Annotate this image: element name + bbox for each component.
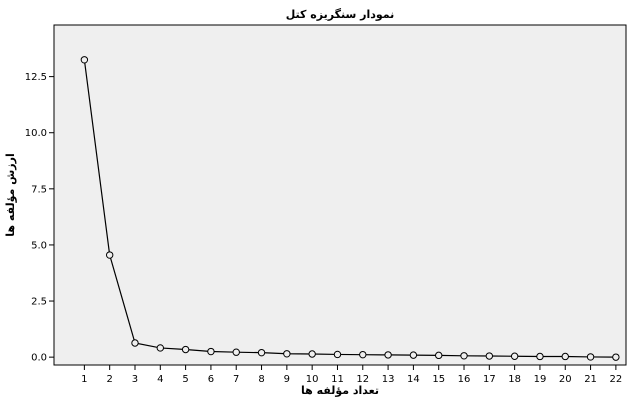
y-tick-label: 10.0 <box>25 128 47 139</box>
x-tick-label: 5 <box>182 374 188 385</box>
y-tick-label: 5.0 <box>31 240 47 251</box>
series-line <box>83 59 616 358</box>
x-tick-label: 7 <box>233 374 239 385</box>
x-tick-label: 4 <box>157 374 163 385</box>
data-point <box>131 339 139 347</box>
data-point <box>308 350 316 358</box>
x-axis: 1 2 3 4 5 6 7 8 9 10 11 12 13 14 15 16 17 18 19 20 21 22 <box>81 365 622 385</box>
data-point <box>181 345 190 354</box>
data-point <box>485 352 494 360</box>
x-tick-label: 13 <box>382 374 395 385</box>
data-point <box>80 56 89 64</box>
x-tick-label: 18 <box>508 374 521 385</box>
data-point <box>232 348 240 356</box>
data-point <box>207 347 215 356</box>
y-tick-label: 12.5 <box>25 72 47 83</box>
x-tick-label: 12 <box>356 374 369 385</box>
data-point <box>359 350 367 359</box>
x-tick-label: 20 <box>559 374 572 385</box>
x-tick-label: 3 <box>132 374 138 385</box>
x-axis-title: تعداد مؤلفه ها <box>301 384 379 397</box>
data-point <box>257 348 266 357</box>
data-point <box>156 344 165 352</box>
data-point <box>384 351 392 359</box>
y-axis-title: ارزش مؤلفه ها <box>4 153 17 236</box>
x-tick-label: 22 <box>610 374 623 385</box>
data-point <box>333 350 342 359</box>
x-tick-label: 6 <box>208 374 214 385</box>
x-tick-label: 16 <box>458 374 471 385</box>
plot-area <box>53 24 627 366</box>
x-tick-label: 21 <box>584 374 597 385</box>
x-tick-label: 10 <box>306 374 319 385</box>
x-tick-label: 15 <box>432 374 445 385</box>
chart-title: نمودار سنگریزه کتل <box>286 8 395 21</box>
x-tick-label: 2 <box>106 374 112 385</box>
y-axis: 0.0 2.5 5.0 7.5 10.0 12.5 <box>25 72 54 364</box>
x-tick-label: 1 <box>81 374 87 385</box>
x-tick-label: 14 <box>407 374 420 385</box>
data-point <box>105 251 114 259</box>
data-point <box>561 352 569 361</box>
data-point <box>586 353 595 361</box>
data-point <box>283 350 291 358</box>
y-tick-label: 2.5 <box>31 297 47 308</box>
data-point <box>536 352 544 361</box>
x-tick-label: 8 <box>258 374 264 385</box>
data-point <box>612 353 620 361</box>
x-tick-label: 17 <box>483 374 496 385</box>
x-tick-label: 11 <box>331 374 344 385</box>
x-tick-label: 19 <box>534 374 547 385</box>
data-point <box>510 352 519 360</box>
series-layer <box>80 56 620 361</box>
data-point <box>460 352 468 360</box>
data-point <box>435 351 443 360</box>
y-tick-label: 0.0 <box>31 353 47 364</box>
data-point <box>409 351 418 359</box>
y-tick-label: 7.5 <box>31 184 47 195</box>
x-tick-label: 9 <box>284 374 290 385</box>
